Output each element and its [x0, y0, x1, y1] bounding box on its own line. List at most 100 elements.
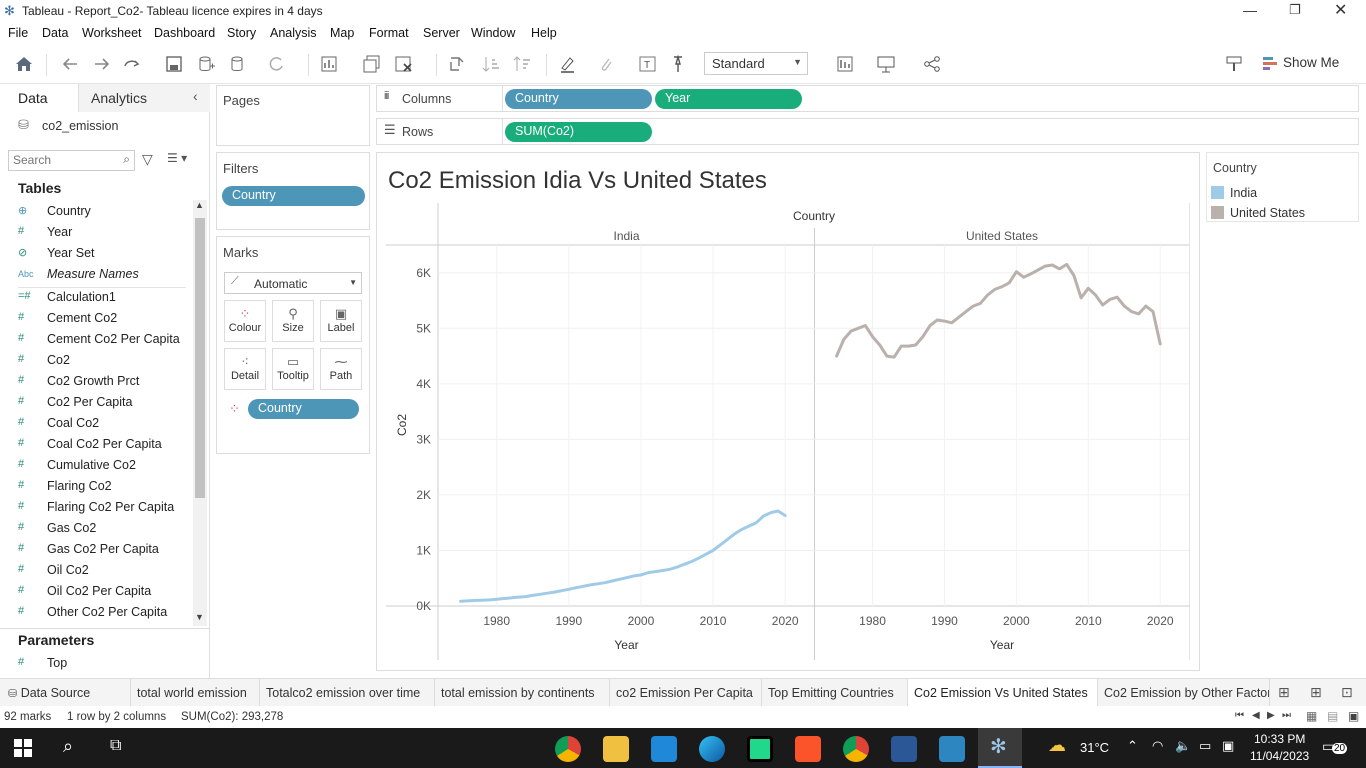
- legend-item-india[interactable]: India: [1211, 184, 1351, 202]
- last-sheet-icon[interactable]: ⏭: [1282, 710, 1291, 721]
- next-sheet-icon[interactable]: ▶: [1267, 710, 1275, 721]
- new-dashboard-tab-icon[interactable]: ⊞: [1310, 684, 1322, 700]
- mark-pill-country[interactable]: Country: [248, 399, 359, 419]
- view-options-icon[interactable]: ☰ ▾: [167, 151, 188, 165]
- scroll-up-icon[interactable]: ▲: [195, 200, 204, 210]
- new-story-tab-icon[interactable]: ⊡: [1341, 684, 1353, 700]
- show-tabs-icon[interactable]: ▣: [1348, 709, 1360, 723]
- columns-pill-year[interactable]: Year: [655, 89, 802, 109]
- presentation-mode-icon[interactable]: [876, 54, 896, 74]
- save-icon[interactable]: [164, 54, 184, 74]
- columns-pill-country[interactable]: Country: [505, 89, 652, 109]
- columns-shelf[interactable]: iii Columns Country Year: [376, 85, 1359, 112]
- fit-select[interactable]: Standard ▼: [704, 52, 808, 75]
- menu-server[interactable]: Server: [423, 26, 460, 40]
- refresh-icon[interactable]: [266, 54, 286, 74]
- tab-analytics[interactable]: Analytics ‹: [78, 84, 210, 112]
- word-icon[interactable]: [891, 736, 917, 762]
- redo-icon[interactable]: [92, 54, 112, 74]
- show-me-button[interactable]: Show Me: [1262, 54, 1348, 74]
- first-sheet-icon[interactable]: ⏮: [1235, 710, 1244, 721]
- pycharm-icon[interactable]: [747, 736, 773, 762]
- volume-icon[interactable]: 🔈: [1175, 738, 1192, 753]
- clock-date[interactable]: 11/04/2023: [1250, 749, 1310, 763]
- fix-axes-icon[interactable]: [668, 54, 688, 74]
- chevron-up-icon[interactable]: ⌃: [1127, 738, 1138, 753]
- maximize-button[interactable]: ❐: [1289, 2, 1301, 17]
- colour-button[interactable]: ⁘ Colour: [224, 300, 266, 342]
- menu-window[interactable]: Window: [471, 26, 516, 40]
- menu-help[interactable]: Help: [531, 26, 557, 40]
- vscode-icon[interactable]: [651, 736, 677, 762]
- swap-rows-columns-icon[interactable]: [447, 54, 467, 74]
- minimize-button[interactable]: —: [1243, 2, 1257, 18]
- rows-shelf[interactable]: ☰ Rows SUM(Co2): [376, 118, 1359, 145]
- file-explorer-icon[interactable]: [603, 736, 629, 762]
- filter-pill-country[interactable]: Country: [222, 186, 365, 206]
- edge-icon[interactable]: [699, 736, 725, 762]
- tab-total-world-emission[interactable]: total world emission: [131, 679, 260, 707]
- show-cards-icon[interactable]: [836, 54, 856, 74]
- tab-total-emission-by-continents[interactable]: total emission by continents: [435, 679, 610, 707]
- rows-pill-sum-co2[interactable]: SUM(Co2): [505, 122, 652, 142]
- search-box[interactable]: ⌕: [8, 150, 135, 171]
- size-button[interactable]: ⚲ Size: [272, 300, 314, 342]
- tab-totalco2-emission-over-time[interactable]: Totalco2 emission over time: [260, 679, 435, 707]
- detail-button[interactable]: ⁖ Detail: [224, 348, 266, 390]
- new-worksheet-icon[interactable]: [320, 54, 340, 74]
- photos-icon[interactable]: [939, 736, 965, 762]
- label-button[interactable]: ▣ Label: [320, 300, 362, 342]
- menu-map[interactable]: Map: [330, 26, 355, 40]
- menu-story[interactable]: Story: [227, 26, 257, 40]
- search-input[interactable]: [13, 153, 113, 167]
- duplicate-sheet-icon[interactable]: [362, 54, 382, 74]
- meet-icon[interactable]: ▣: [1222, 738, 1235, 753]
- replay-icon[interactable]: [122, 54, 142, 74]
- menu-worksheet[interactable]: Worksheet: [82, 26, 142, 40]
- close-window-button[interactable]: ✕: [1334, 2, 1348, 19]
- new-datasource-icon[interactable]: [196, 54, 216, 74]
- filters-card[interactable]: Filters Country: [216, 152, 370, 230]
- format-painter-icon[interactable]: [1224, 54, 1244, 74]
- notifications-button[interactable]: ▭ 20: [1322, 737, 1350, 759]
- tab-data-source[interactable]: ⛁ Data Source: [0, 679, 131, 707]
- tab-top-emitting-countries[interactable]: Top Emitting Countries: [762, 679, 908, 707]
- clear-sheet-icon[interactable]: [394, 54, 414, 74]
- menu-file[interactable]: File: [8, 26, 29, 40]
- menu-data[interactable]: Data: [42, 26, 69, 40]
- task-view-icon[interactable]: ⧉: [110, 737, 122, 754]
- share-icon[interactable]: [922, 54, 942, 74]
- tab-co2-emission-per-capita[interactable]: co2 Emission Per Capita: [610, 679, 762, 707]
- scroll-down-icon[interactable]: ▼: [195, 612, 204, 622]
- clock-time[interactable]: 10:33 PM: [1254, 732, 1306, 746]
- chrome-profile-icon[interactable]: [843, 736, 869, 762]
- show-filmstrip-icon[interactable]: ▤: [1327, 709, 1339, 723]
- legend-item-united-states[interactable]: United States: [1211, 204, 1351, 222]
- undo-icon[interactable]: [60, 54, 80, 74]
- scroll-thumb[interactable]: [195, 218, 205, 498]
- pages-card[interactable]: Pages: [216, 85, 370, 146]
- menu-dashboard[interactable]: Dashboard: [154, 26, 216, 40]
- tab-co2-emission-by-other-factor[interactable]: Co2 Emission by Other Factor: [1098, 679, 1270, 707]
- prev-sheet-icon[interactable]: ◀: [1252, 710, 1260, 721]
- tab-co2-emission-vs-united-states[interactable]: Co2 Emission Vs United States: [908, 679, 1098, 707]
- brave-icon[interactable]: [795, 736, 821, 762]
- sort-descending-icon[interactable]: [512, 54, 532, 74]
- filter-fields-icon[interactable]: ▽: [142, 151, 153, 167]
- group-members-icon[interactable]: [596, 54, 616, 74]
- menu-format[interactable]: Format: [369, 26, 409, 40]
- collapse-pane-icon[interactable]: ‹: [193, 88, 198, 104]
- menu-analysis[interactable]: Analysis: [270, 26, 317, 40]
- tooltip-button[interactable]: ▭ Tooltip: [272, 348, 314, 390]
- tableau-taskbar-active[interactable]: ✻: [978, 728, 1022, 768]
- tab-data[interactable]: Data: [0, 84, 78, 112]
- windows-start-icon[interactable]: [14, 739, 32, 757]
- chrome-icon[interactable]: [555, 736, 581, 762]
- datasource-item[interactable]: ⛁ co2_emission: [18, 117, 198, 137]
- home-icon[interactable]: [14, 54, 34, 74]
- battery-icon[interactable]: ▭: [1199, 738, 1212, 753]
- show-labels-icon[interactable]: T: [638, 54, 658, 74]
- search-taskbar-icon[interactable]: ⌕: [63, 736, 74, 756]
- pause-updates-icon[interactable]: [228, 54, 248, 74]
- field-list-scrollbar[interactable]: ▲ ▼: [193, 200, 207, 626]
